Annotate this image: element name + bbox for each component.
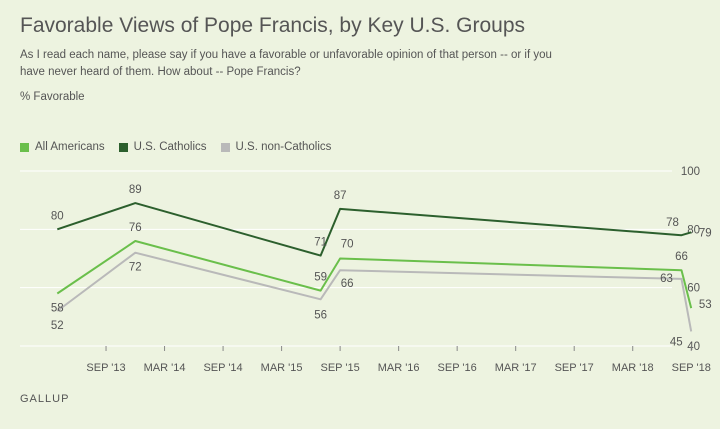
unit-label: % Favorable	[20, 91, 85, 103]
data-label: 76	[129, 222, 142, 234]
chart-subtitle: As I read each name, please say if you h…	[20, 49, 552, 78]
x-tick-label: MAR '14	[144, 362, 186, 374]
legend-item-all-americans: All Americans	[20, 141, 105, 153]
x-tick-label: SEP '14	[203, 362, 242, 374]
x-tick-label: MAR '17	[495, 362, 537, 374]
legend-label: All Americans	[35, 141, 105, 153]
y-tick-label: 60	[687, 283, 700, 295]
data-label: 71	[314, 237, 327, 249]
series-line-u-s-non-catholics	[56, 251, 693, 332]
data-label: 79	[699, 227, 712, 239]
legend-swatch	[118, 142, 128, 152]
x-tick-label: SEP '16	[438, 362, 477, 374]
data-label: 87	[334, 190, 347, 202]
data-label: 89	[129, 184, 142, 196]
x-tick-label: SEP '15	[321, 362, 360, 374]
data-label: 66	[675, 251, 688, 263]
legend: All Americans U.S. Catholics U.S. non-Ca…	[20, 141, 331, 153]
chart-title: Favorable Views of Pope Francis, by Key …	[20, 14, 526, 37]
source-label: GALLUP	[20, 393, 70, 405]
x-tick-label: SEP '18	[672, 362, 711, 374]
y-tick-label: 40	[687, 341, 700, 353]
x-tick-label: MAR '16	[378, 362, 420, 374]
data-label: 59	[314, 272, 327, 284]
data-label: 58	[51, 303, 64, 315]
data-label: 56	[314, 309, 327, 321]
series-line-all-americans	[56, 240, 693, 309]
data-label: 52	[51, 320, 64, 332]
legend-item-us-non-catholics: U.S. non-Catholics	[220, 141, 332, 153]
data-label: 45	[670, 336, 683, 348]
x-tick-label: SEP '17	[555, 362, 594, 374]
data-label: 53	[699, 299, 712, 311]
legend-item-us-catholics: U.S. Catholics	[118, 141, 207, 153]
x-tick-label: MAR '18	[612, 362, 654, 374]
data-label: 66	[341, 278, 354, 290]
legend-swatch	[20, 142, 29, 152]
data-label: 70	[341, 239, 354, 251]
x-tick-label: SEP '13	[86, 362, 125, 374]
legend-label: U.S. non-Catholics	[235, 141, 332, 153]
x-tick-label: MAR '15	[261, 362, 303, 374]
legend-label: U.S. Catholics	[133, 141, 207, 153]
data-label: 63	[660, 273, 673, 285]
data-label: 80	[51, 210, 64, 222]
data-label: 72	[129, 262, 142, 274]
series-line-u-s-catholics	[56, 202, 692, 257]
data-label: 78	[666, 217, 679, 229]
legend-swatch	[220, 142, 230, 152]
y-tick-label: 100	[681, 166, 700, 178]
